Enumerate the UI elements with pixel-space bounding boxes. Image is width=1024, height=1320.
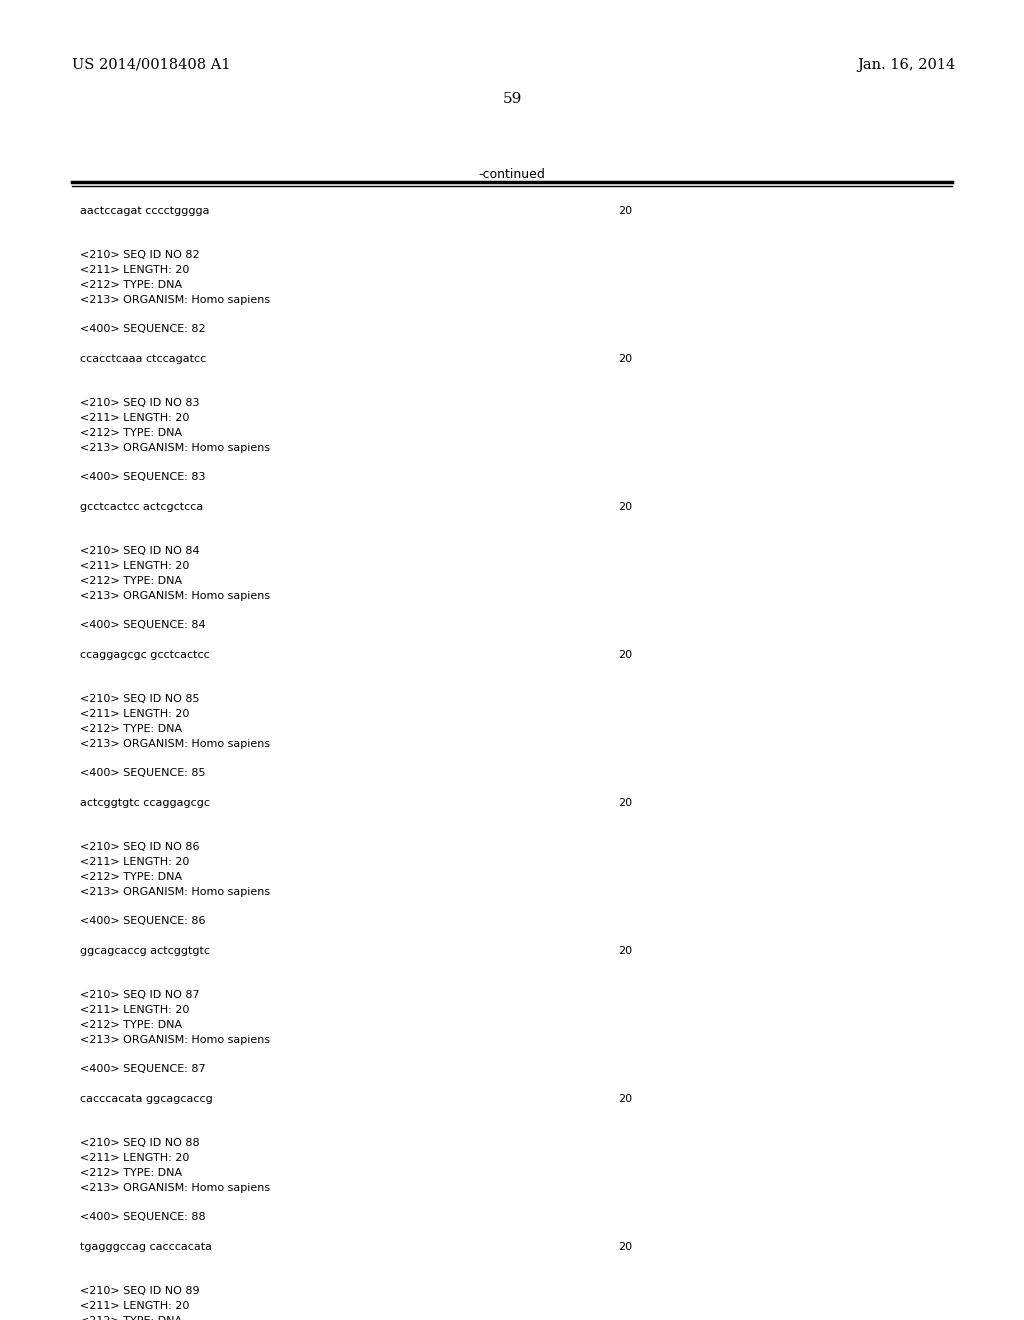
Text: <210> SEQ ID NO 85: <210> SEQ ID NO 85 xyxy=(80,694,200,705)
Text: -continued: -continued xyxy=(478,168,546,181)
Text: <212> TYPE: DNA: <212> TYPE: DNA xyxy=(80,873,182,882)
Text: ccaggagcgc gcctcactcc: ccaggagcgc gcctcactcc xyxy=(80,649,210,660)
Text: <400> SEQUENCE: 87: <400> SEQUENCE: 87 xyxy=(80,1064,206,1074)
Text: <400> SEQUENCE: 84: <400> SEQUENCE: 84 xyxy=(80,620,206,631)
Text: US 2014/0018408 A1: US 2014/0018408 A1 xyxy=(72,58,230,73)
Text: <212> TYPE: DNA: <212> TYPE: DNA xyxy=(80,576,182,586)
Text: actcggtgtc ccaggagcgc: actcggtgtc ccaggagcgc xyxy=(80,799,210,808)
Text: <400> SEQUENCE: 86: <400> SEQUENCE: 86 xyxy=(80,916,206,927)
Text: gcctcactcc actcgctcca: gcctcactcc actcgctcca xyxy=(80,502,203,512)
Text: <211> LENGTH: 20: <211> LENGTH: 20 xyxy=(80,1006,189,1015)
Text: 20: 20 xyxy=(618,502,632,512)
Text: <212> TYPE: DNA: <212> TYPE: DNA xyxy=(80,1020,182,1030)
Text: <213> ORGANISM: Homo sapiens: <213> ORGANISM: Homo sapiens xyxy=(80,442,270,453)
Text: <211> LENGTH: 20: <211> LENGTH: 20 xyxy=(80,1154,189,1163)
Text: <400> SEQUENCE: 88: <400> SEQUENCE: 88 xyxy=(80,1212,206,1222)
Text: <210> SEQ ID NO 82: <210> SEQ ID NO 82 xyxy=(80,251,200,260)
Text: ccacctcaaa ctccagatcc: ccacctcaaa ctccagatcc xyxy=(80,354,206,364)
Text: <212> TYPE: DNA: <212> TYPE: DNA xyxy=(80,1168,182,1177)
Text: 20: 20 xyxy=(618,946,632,956)
Text: <211> LENGTH: 20: <211> LENGTH: 20 xyxy=(80,857,189,867)
Text: 20: 20 xyxy=(618,1094,632,1104)
Text: 20: 20 xyxy=(618,649,632,660)
Text: <400> SEQUENCE: 83: <400> SEQUENCE: 83 xyxy=(80,473,206,482)
Text: <213> ORGANISM: Homo sapiens: <213> ORGANISM: Homo sapiens xyxy=(80,887,270,896)
Text: <212> TYPE: DNA: <212> TYPE: DNA xyxy=(80,723,182,734)
Text: <210> SEQ ID NO 88: <210> SEQ ID NO 88 xyxy=(80,1138,200,1148)
Text: <213> ORGANISM: Homo sapiens: <213> ORGANISM: Homo sapiens xyxy=(80,294,270,305)
Text: <212> TYPE: DNA: <212> TYPE: DNA xyxy=(80,1316,182,1320)
Text: <211> LENGTH: 20: <211> LENGTH: 20 xyxy=(80,1302,189,1311)
Text: <213> ORGANISM: Homo sapiens: <213> ORGANISM: Homo sapiens xyxy=(80,739,270,748)
Text: <210> SEQ ID NO 83: <210> SEQ ID NO 83 xyxy=(80,399,200,408)
Text: <211> LENGTH: 20: <211> LENGTH: 20 xyxy=(80,561,189,572)
Text: <213> ORGANISM: Homo sapiens: <213> ORGANISM: Homo sapiens xyxy=(80,591,270,601)
Text: <210> SEQ ID NO 84: <210> SEQ ID NO 84 xyxy=(80,546,200,557)
Text: <211> LENGTH: 20: <211> LENGTH: 20 xyxy=(80,413,189,424)
Text: <211> LENGTH: 20: <211> LENGTH: 20 xyxy=(80,709,189,719)
Text: <210> SEQ ID NO 89: <210> SEQ ID NO 89 xyxy=(80,1287,200,1296)
Text: <212> TYPE: DNA: <212> TYPE: DNA xyxy=(80,428,182,438)
Text: <212> TYPE: DNA: <212> TYPE: DNA xyxy=(80,280,182,290)
Text: ggcagcaccg actcggtgtc: ggcagcaccg actcggtgtc xyxy=(80,946,210,956)
Text: <400> SEQUENCE: 82: <400> SEQUENCE: 82 xyxy=(80,325,206,334)
Text: <400> SEQUENCE: 85: <400> SEQUENCE: 85 xyxy=(80,768,206,779)
Text: <210> SEQ ID NO 86: <210> SEQ ID NO 86 xyxy=(80,842,200,853)
Text: <213> ORGANISM: Homo sapiens: <213> ORGANISM: Homo sapiens xyxy=(80,1183,270,1193)
Text: Jan. 16, 2014: Jan. 16, 2014 xyxy=(857,58,955,73)
Text: <210> SEQ ID NO 87: <210> SEQ ID NO 87 xyxy=(80,990,200,1001)
Text: tgagggccag cacccacata: tgagggccag cacccacata xyxy=(80,1242,212,1251)
Text: <211> LENGTH: 20: <211> LENGTH: 20 xyxy=(80,265,189,275)
Text: 59: 59 xyxy=(503,92,521,106)
Text: 20: 20 xyxy=(618,354,632,364)
Text: 20: 20 xyxy=(618,799,632,808)
Text: 20: 20 xyxy=(618,206,632,216)
Text: cacccacata ggcagcaccg: cacccacata ggcagcaccg xyxy=(80,1094,213,1104)
Text: aactccagat cccctgggga: aactccagat cccctgggga xyxy=(80,206,210,216)
Text: <213> ORGANISM: Homo sapiens: <213> ORGANISM: Homo sapiens xyxy=(80,1035,270,1045)
Text: 20: 20 xyxy=(618,1242,632,1251)
